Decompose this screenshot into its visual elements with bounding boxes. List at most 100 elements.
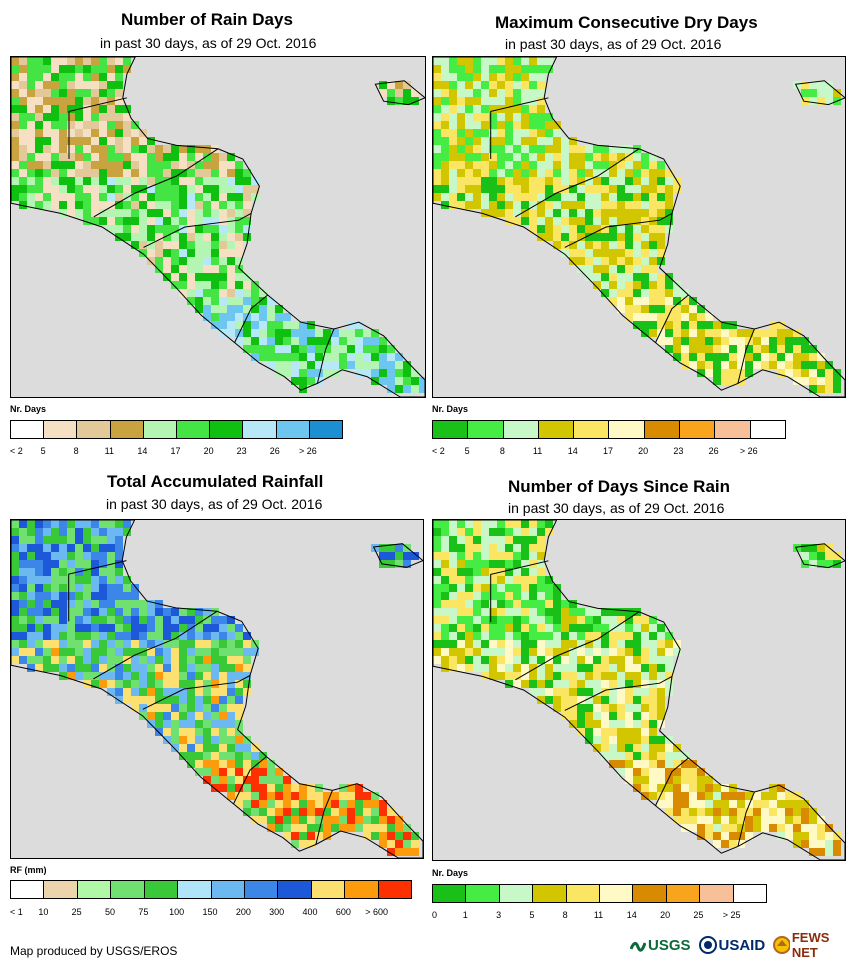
map-cell (75, 113, 83, 121)
map-cell (449, 640, 457, 648)
map-cell (473, 113, 481, 121)
country-border (93, 610, 218, 680)
map-cell (19, 145, 27, 153)
map-cell (123, 161, 131, 169)
map-cell (227, 768, 235, 776)
map-cell (625, 241, 633, 249)
map-cell (785, 337, 793, 345)
map-cell (211, 249, 219, 257)
map-cell (139, 249, 147, 257)
map-cell (689, 800, 697, 808)
map-cell (745, 808, 753, 816)
map-cell (315, 792, 323, 800)
map-cell (91, 560, 99, 568)
map-cell (553, 201, 561, 209)
map-cell (537, 81, 545, 89)
map-cell (187, 712, 195, 720)
map-cell (433, 81, 441, 89)
map-cell (371, 824, 379, 832)
map-cell (403, 81, 411, 89)
map-cell (187, 648, 195, 656)
map-cell (227, 760, 235, 768)
map-cell (537, 680, 545, 688)
map-cell (123, 65, 131, 73)
map-cell (371, 329, 379, 337)
map-cell (27, 161, 35, 169)
map-cell (513, 193, 521, 201)
map-cell (473, 576, 481, 584)
map-cell (195, 648, 203, 656)
map-cell (43, 73, 51, 81)
map-cell (785, 824, 793, 832)
map-cell (513, 672, 521, 680)
map-cell (211, 281, 219, 289)
map-cell (27, 592, 35, 600)
map-cell (577, 145, 585, 153)
map-cell (219, 297, 227, 305)
map-cell (569, 688, 577, 696)
map-cell (521, 185, 529, 193)
map-cell (163, 720, 171, 728)
map-cell (801, 832, 809, 840)
map-cell (609, 153, 617, 161)
map-cell (689, 824, 697, 832)
map-cell (67, 201, 75, 209)
map-cell (825, 560, 833, 568)
map-cell (99, 664, 107, 672)
map-cell (123, 576, 131, 584)
map-cell (457, 201, 465, 209)
map-cell (195, 241, 203, 249)
map-cell (745, 329, 753, 337)
map-cell (513, 161, 521, 169)
map-cell (195, 225, 203, 233)
map-cell (433, 73, 441, 81)
map-cell (99, 592, 107, 600)
map-cell (139, 193, 147, 201)
fewsnet-logo-text: FEWS NET (791, 930, 830, 960)
map-cell (339, 816, 347, 824)
map-cell (729, 337, 737, 345)
map-cell (617, 201, 625, 209)
map-cell (59, 65, 67, 73)
map-cell (809, 840, 817, 848)
map-cell (577, 185, 585, 193)
map-cell (505, 672, 513, 680)
map-cell (299, 792, 307, 800)
map-cell (19, 552, 27, 560)
map-cell (441, 664, 449, 672)
map-cell (585, 217, 593, 225)
map-cell (19, 536, 27, 544)
map-cell (529, 544, 537, 552)
map-cell (441, 600, 449, 608)
map-cell (593, 145, 601, 153)
map-cell (211, 768, 219, 776)
map-cell (395, 824, 403, 832)
map-cell (657, 313, 665, 321)
map-cell (545, 169, 553, 177)
map-cell (449, 73, 457, 81)
map-cell (633, 217, 641, 225)
map-cell (243, 209, 251, 217)
map-cell (633, 672, 641, 680)
map-cell (227, 257, 235, 265)
map-cell (131, 193, 139, 201)
map-cell (35, 544, 43, 552)
map-cell (211, 648, 219, 656)
legend-swatch (311, 881, 346, 898)
map-cell (107, 89, 115, 97)
map-cell (195, 720, 203, 728)
map-cell (51, 520, 59, 528)
map-cell (433, 568, 441, 576)
map-cell (657, 281, 665, 289)
map-cell (489, 536, 497, 544)
map-cell (75, 209, 83, 217)
map-cell (19, 520, 27, 528)
map-cell (489, 640, 497, 648)
map-cell (449, 161, 457, 169)
map-cell (561, 608, 569, 616)
map-cell (187, 760, 195, 768)
map-cell (617, 712, 625, 720)
map-cell (713, 800, 721, 808)
map-cell (585, 161, 593, 169)
legend-swatch (633, 885, 667, 902)
